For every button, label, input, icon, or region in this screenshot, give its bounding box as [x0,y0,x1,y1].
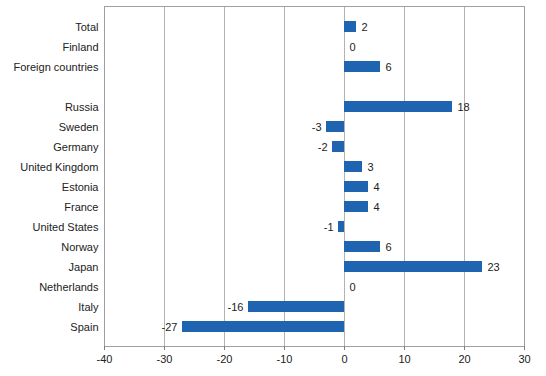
svg-text:6: 6 [386,61,392,73]
svg-text:-40: -40 [97,353,113,365]
svg-text:0: 0 [350,281,356,293]
svg-text:-2: -2 [318,141,328,153]
svg-text:-20: -20 [217,353,233,365]
svg-text:-30: -30 [157,353,173,365]
svg-text:-10: -10 [277,353,293,365]
svg-text:4: 4 [374,201,380,213]
svg-text:Russia: Russia [65,101,100,113]
svg-text:10: 10 [398,353,410,365]
svg-text:3: 3 [368,161,374,173]
svg-text:United Kingdom: United Kingdom [20,161,98,173]
svg-text:0: 0 [341,353,347,365]
svg-text:2: 2 [362,21,368,33]
svg-text:-1: -1 [324,221,334,233]
svg-text:30: 30 [518,353,530,365]
svg-text:23: 23 [488,261,500,273]
svg-text:Estonia: Estonia [62,181,100,193]
svg-text:18: 18 [458,101,470,113]
svg-text:6: 6 [386,241,392,253]
svg-text:United States: United States [32,221,99,233]
svg-text:Foreign countries: Foreign countries [14,61,99,73]
svg-text:-27: -27 [162,321,178,333]
svg-text:Sweden: Sweden [59,121,99,133]
svg-text:Spain: Spain [70,321,98,333]
svg-text:-16: -16 [228,301,244,313]
svg-text:Total: Total [75,21,98,33]
svg-text:Germany: Germany [53,141,99,153]
svg-text:4: 4 [374,181,380,193]
svg-text:Netherlands: Netherlands [39,281,99,293]
svg-text:0: 0 [350,41,356,53]
svg-text:-3: -3 [312,121,322,133]
svg-text:Finland: Finland [62,41,98,53]
svg-text:Italy: Italy [78,301,99,313]
svg-text:Norway: Norway [61,241,99,253]
svg-text:Japan: Japan [69,261,99,273]
svg-text:France: France [64,201,98,213]
svg-text:20: 20 [458,353,470,365]
